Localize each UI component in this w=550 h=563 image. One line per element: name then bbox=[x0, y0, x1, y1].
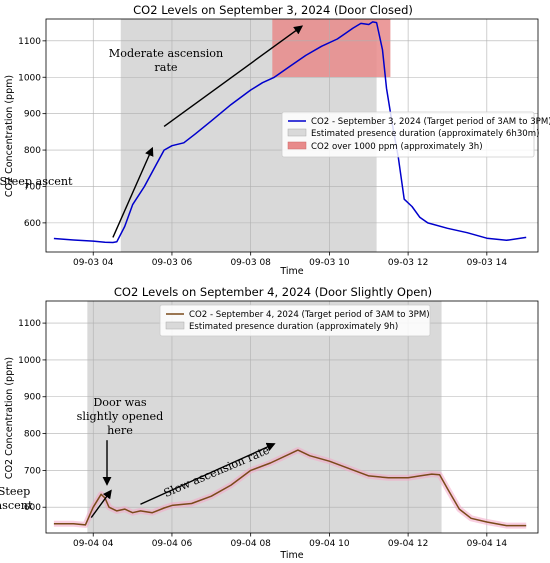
chart-1-legend-label: Estimated presence duration (approximate… bbox=[311, 129, 540, 139]
chart-1-y-tick-label: 1000 bbox=[18, 73, 41, 83]
chart-2-legend-presence-swatch bbox=[165, 321, 185, 330]
chart-2-annotation-line: here bbox=[107, 424, 133, 437]
chart-1-annotation-arrow bbox=[112, 146, 154, 238]
chart-1-xlabel: Time bbox=[279, 266, 303, 277]
chart-2-annotation-arrow bbox=[90, 489, 112, 518]
chart-2-legend: CO2 - September 4, 2024 (Target period o… bbox=[159, 304, 431, 337]
chart-1-annotation-text: Moderate ascension rate bbox=[109, 47, 223, 74]
chart-2-ticks: 09-04 04 09-04 06 09-04 08 09-04 10 09-04 12… bbox=[18, 319, 507, 549]
chart-1-annotation-text: Steep ascent bbox=[0, 175, 73, 188]
chart-1-legend-box bbox=[281, 111, 535, 158]
chart-2-ylabel: CO2 Concentration (ppm) bbox=[4, 357, 15, 479]
chart-2-x-tick-label: 09-04 04 bbox=[73, 539, 114, 549]
chart-1-y-tick-label: 900 bbox=[24, 110, 41, 120]
chart-1-x-tick-label: 09-03 12 bbox=[388, 258, 428, 268]
chart-2-annotation-line: ascent bbox=[0, 499, 33, 512]
chart-1-shaded-region bbox=[272, 19, 391, 78]
chart-1-x-tick-label: 09-03 08 bbox=[230, 258, 271, 268]
chart-1-ticks: 09-03 04 09-03 06 09-03 08 09-03 10 09-03 12… bbox=[18, 37, 507, 268]
chart-2-x-tick-label: 09-04 12 bbox=[388, 539, 428, 549]
chart-2-series-line bbox=[53, 449, 527, 527]
chart-2-y-tick-label: 700 bbox=[24, 466, 41, 476]
chart-2-x-tick-label: 09-04 10 bbox=[309, 539, 350, 549]
chart-1-x-tick-label: 09-03 10 bbox=[309, 258, 350, 268]
chart-1-y-tick-label: 600 bbox=[24, 219, 41, 229]
chart-1-legend-presence-swatch bbox=[287, 128, 307, 137]
chart-1-annotation-line: Moderate ascension bbox=[109, 47, 223, 60]
chart-2-x-tick-label: 09-04 06 bbox=[152, 539, 193, 549]
chart-1-series-line bbox=[53, 21, 527, 244]
chart-1-y-tick-label: 700 bbox=[24, 182, 41, 192]
chart-2-frame bbox=[45, 300, 539, 534]
chart-1-title: CO2 Levels on September 3, 2024 (Door Cl… bbox=[133, 3, 413, 17]
chart-2-shaded bbox=[87, 301, 442, 533]
chart-1-x-tick-label: 09-03 06 bbox=[152, 258, 193, 268]
chart-1-annotations: Moderate ascension rate Steep ascent bbox=[0, 25, 304, 238]
chart-2-x-tick-label: 09-04 08 bbox=[230, 539, 271, 549]
chart-2-y-tick-label: 1100 bbox=[18, 319, 41, 329]
chart-2-title: CO2 Levels on September 4, 2024 (Door Sl… bbox=[114, 285, 432, 299]
chart-1-ylabel: CO2 Concentration (ppm) bbox=[4, 75, 15, 197]
chart-2-annotation-arrow bbox=[140, 442, 276, 505]
chart-2-shaded-region bbox=[87, 301, 442, 533]
chart-1-frame bbox=[45, 18, 539, 253]
chart-2-series bbox=[53, 447, 527, 529]
chart-2-legend-label: CO2 - September 4, 2024 (Target period o… bbox=[189, 310, 430, 320]
chart-1-legend-label: CO2 over 1000 ppm (approximately 3h) bbox=[311, 142, 483, 152]
chart-2-annotation-line: Steep bbox=[0, 485, 30, 498]
chart-2-y-tick-label: 800 bbox=[24, 430, 41, 440]
chart-1-legend-label: CO2 - September 3, 2024 (Target period o… bbox=[311, 117, 550, 127]
chart-1-annotation-line: Steep ascent bbox=[0, 175, 73, 188]
chart-1-annotation-arrow bbox=[163, 25, 304, 127]
chart-1-y-tick-label: 800 bbox=[24, 146, 41, 156]
chart-2-y-tick-label: 600 bbox=[24, 503, 41, 513]
chart-1-annotation-line: rate bbox=[154, 61, 178, 74]
chart-1-x-tick-label: 09-03 04 bbox=[73, 258, 114, 268]
chart-2-legend-box bbox=[159, 304, 431, 337]
chart-2-y-tick-label: 1000 bbox=[18, 356, 41, 366]
chart-1: CO2 Levels on September 3, 2024 (Door Cl… bbox=[0, 3, 550, 277]
chart-1-legend-over1000-swatch bbox=[287, 141, 307, 150]
chart-2-y-tick-label: 900 bbox=[24, 393, 41, 403]
chart-2-annotation-text: Door was slightly opened here bbox=[77, 396, 164, 437]
chart-1-x-tick-label: 09-03 14 bbox=[467, 258, 508, 268]
chart-2: CO2 Levels on September 4, 2024 (Door Sl… bbox=[0, 285, 539, 561]
chart-1-series bbox=[53, 21, 527, 244]
chart-2-annotation-line: Door was bbox=[93, 396, 147, 409]
chart-1-legend: CO2 - September 3, 2024 (Target period o… bbox=[281, 111, 550, 158]
chart-2-annotation-line: slightly opened bbox=[77, 410, 164, 423]
chart-1-y-tick-label: 1100 bbox=[18, 37, 41, 47]
chart-2-x-tick-label: 09-04 14 bbox=[467, 539, 508, 549]
chart-2-legend-label: Estimated presence duration (approximate… bbox=[189, 322, 398, 332]
chart-1-grid bbox=[46, 19, 538, 252]
chart-2-xlabel: Time bbox=[279, 550, 303, 561]
